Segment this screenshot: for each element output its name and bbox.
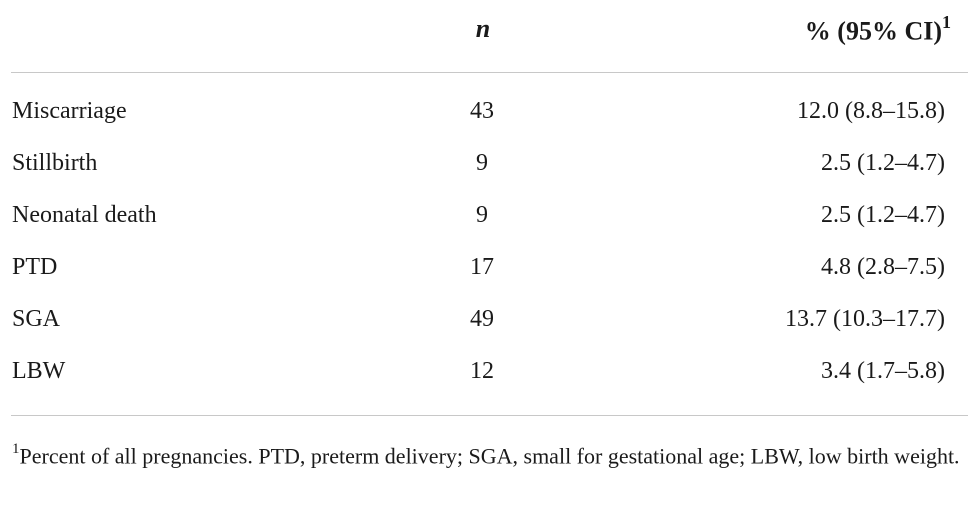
header-footnote-mark: 1 [942,12,951,32]
header-percent-ci-label: % (95% CI) [804,16,942,46]
footnote-mark: 1 [12,441,20,457]
table-row: LBW 12 3.4 (1.7–5.8) [0,358,979,398]
table-footnote: 1Percent of all pregnancies. PTD, preter… [12,434,972,473]
header-divider [11,72,968,73]
outcomes-table: n % (95% CI)1 Miscarriage 43 12.0 (8.8–1… [0,0,979,468]
table-row: Stillbirth 9 2.5 (1.2–4.7) [0,150,979,190]
row-label: SGA [12,306,61,332]
row-n: 9 [476,202,488,228]
table-header: n % (95% CI)1 [0,0,979,73]
row-label: Miscarriage [12,98,127,124]
row-label: Stillbirth [12,150,98,176]
row-percent-ci: 2.5 (1.2–4.7) [821,202,945,228]
table-row: SGA 49 13.7 (10.3–17.7) [0,306,979,346]
row-percent-ci: 12.0 (8.8–15.8) [797,98,945,124]
footnote-text: Percent of all pregnancies. PTD, preterm… [19,443,960,469]
row-n: 43 [470,98,494,124]
row-n: 9 [476,150,488,176]
row-label: Neonatal death [12,202,157,228]
row-n: 49 [470,306,494,332]
header-percent-ci: % (95% CI)1 [804,12,951,47]
table-row: Miscarriage 43 12.0 (8.8–15.8) [0,98,979,138]
table-row: Neonatal death 9 2.5 (1.2–4.7) [0,202,979,242]
row-percent-ci: 13.7 (10.3–17.7) [785,306,945,332]
footer-divider [11,415,968,416]
row-percent-ci: 4.8 (2.8–7.5) [821,254,945,280]
row-percent-ci: 3.4 (1.7–5.8) [821,358,945,384]
row-percent-ci: 2.5 (1.2–4.7) [821,150,945,176]
row-n: 17 [470,254,494,280]
row-label: PTD [12,254,58,280]
header-n: n [475,14,491,43]
row-n: 12 [470,358,494,384]
table-row: PTD 17 4.8 (2.8–7.5) [0,254,979,294]
row-label: LBW [12,358,66,384]
